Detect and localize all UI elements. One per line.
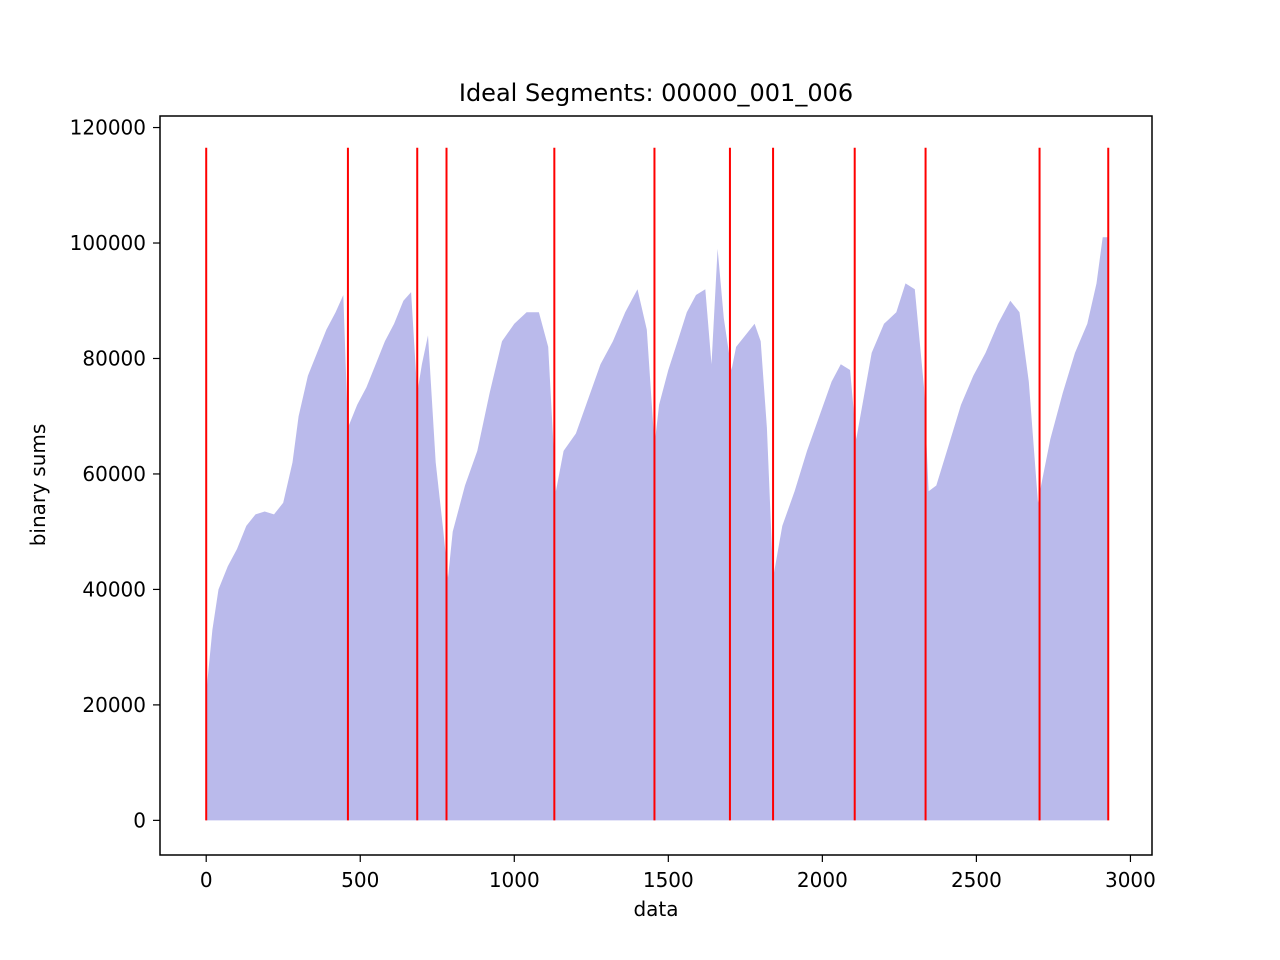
y-tick-label: 40000 [82,577,146,601]
y-tick-label: 80000 [82,346,146,370]
x-tick-label: 1000 [489,868,540,892]
y-axis: 0 20000 40000 60000 80000 100000 120000 [70,116,160,832]
x-tick-label: 0 [200,868,213,892]
y-tick-label: 0 [133,808,146,832]
x-axis-label: data [633,897,678,921]
x-axis: 0 500 1000 1500 2000 2500 3000 [200,855,1156,892]
x-tick-label: 1500 [643,868,694,892]
x-tick-label: 500 [341,868,379,892]
y-tick-label: 120000 [70,116,146,140]
plot-area [205,147,1110,821]
axes-frame [159,115,1153,856]
y-axis-label: binary sums [26,424,50,547]
y-tick-label: 60000 [82,462,146,486]
y-tick-label: 100000 [70,231,146,255]
binary-sums-area-0 [206,237,1109,821]
y-tick-label: 20000 [82,693,146,717]
x-tick-label: 3000 [1105,868,1156,892]
chart-title: Ideal Segments: 00000_001_006 [459,79,853,107]
x-tick-label: 2500 [951,868,1002,892]
x-tick-label: 2000 [797,868,848,892]
